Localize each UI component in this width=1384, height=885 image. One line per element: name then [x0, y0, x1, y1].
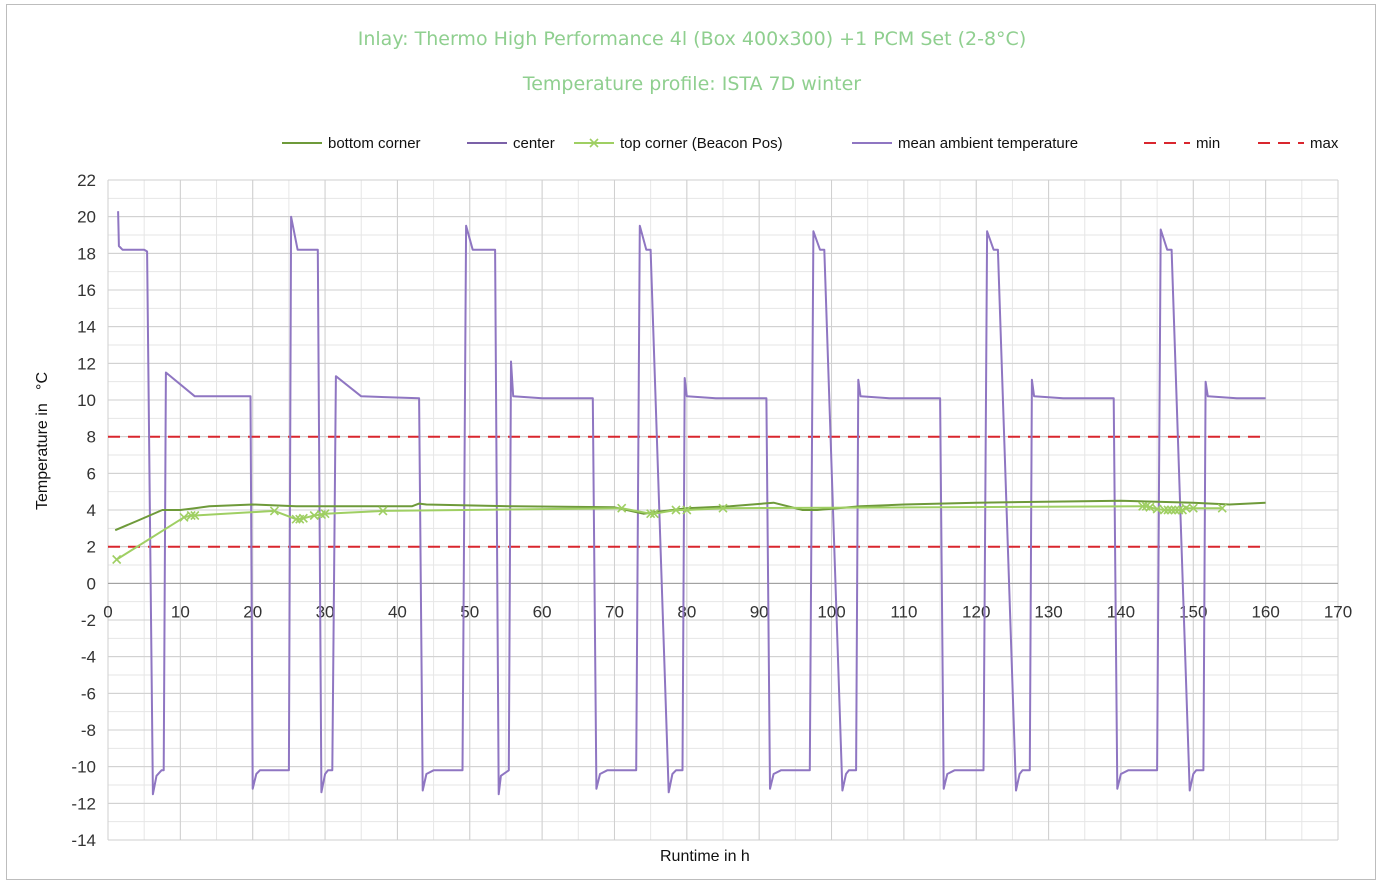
legend-label: top corner (Beacon Pos): [620, 134, 783, 152]
data-point-marker: [682, 505, 692, 515]
x-tick-label: 160: [1251, 602, 1279, 621]
x-tick-label: 80: [677, 602, 696, 621]
data-point-marker: [646, 509, 656, 519]
legend-label: bottom corner: [328, 134, 421, 152]
legend-item: top corner (Beacon Pos): [574, 132, 783, 154]
y-tick-label: 16: [77, 281, 96, 300]
y-tick-label: -2: [81, 611, 96, 630]
y-tick-label: 10: [77, 391, 96, 410]
legend-label: mean ambient temperature: [898, 134, 1079, 152]
legend-item: min: [1144, 132, 1220, 154]
legend-label: center: [513, 134, 555, 152]
x-axis-title: Runtime in h: [660, 848, 750, 865]
data-point-marker: [291, 514, 301, 524]
data-point-marker: [1217, 503, 1227, 513]
chart-subtitle: Temperature profile: ISTA 7D winter: [522, 73, 862, 95]
data-point-marker: [1138, 501, 1148, 511]
y-tick-label: 0: [87, 574, 96, 593]
legend-swatch: [1258, 142, 1304, 144]
y-tick-label: 6: [87, 464, 96, 483]
data-point-marker: [378, 506, 388, 516]
x-tick-label: 0: [103, 602, 112, 621]
y-tick-label: 2: [87, 538, 96, 557]
x-tick-label: 10: [171, 602, 190, 621]
series-line-mean-ambient-temperature: [117, 211, 1266, 796]
y-tick-label: -8: [81, 721, 96, 740]
data-point-marker: [1152, 504, 1162, 514]
y-tick-label: 14: [77, 318, 96, 337]
data-point-marker: [718, 503, 728, 513]
legend-item: mean ambient temperature: [852, 132, 1078, 154]
y-tick-label: -14: [71, 831, 96, 850]
x-tick-label: 50: [460, 602, 479, 621]
legend-swatch: [852, 142, 892, 144]
x-tick-label: 150: [1179, 602, 1207, 621]
y-tick-label: -12: [71, 794, 96, 813]
legend-label: max: [1310, 134, 1339, 152]
legend-swatch: [467, 142, 507, 144]
y-tick-label: 12: [77, 354, 96, 373]
chart-legend: bottom corner center top corner (Beacon Po…: [0, 132, 1384, 154]
legend-swatch: [1144, 142, 1190, 144]
legend-swatch: [574, 138, 614, 148]
x-tick-label: 40: [388, 602, 407, 621]
data-point-marker: [1163, 505, 1173, 515]
data-point-marker: [179, 512, 189, 522]
x-tick-label: 120: [962, 602, 990, 621]
data-point-marker: [190, 510, 200, 521]
data-point-marker: [1188, 503, 1198, 513]
legend-item: max: [1258, 132, 1338, 154]
data-point-marker: [1170, 505, 1180, 515]
y-tick-label: 18: [77, 244, 96, 263]
series-line-top-corner-beacon-pos-: [116, 505, 1223, 561]
chart-title: Inlay: Thermo High Performance 4l (Box 4…: [357, 28, 1027, 50]
data-point-marker: [671, 505, 681, 515]
y-tick-label: -6: [81, 684, 96, 703]
data-point-marker: [1145, 502, 1155, 512]
data-point-marker: [309, 510, 319, 521]
legend-item: center: [467, 132, 555, 154]
legend-swatch: [282, 142, 322, 144]
data-point-marker: [186, 510, 196, 521]
data-point-marker: [1159, 505, 1169, 515]
data-point-marker: [298, 513, 308, 523]
x-tick-label: 70: [605, 602, 624, 621]
y-tick-label: 22: [77, 171, 96, 190]
data-point-marker: [112, 554, 122, 565]
x-tick-label: 140: [1107, 602, 1135, 621]
data-point-marker: [617, 503, 627, 513]
data-point-marker: [1181, 503, 1191, 513]
data-point-marker: [649, 509, 659, 519]
data-point-marker: [1174, 505, 1184, 515]
x-tick-label: 110: [890, 602, 917, 621]
legend-item: bottom corner: [282, 132, 421, 154]
y-tick-label: 8: [87, 428, 96, 447]
y-tick-label: 4: [87, 501, 96, 520]
data-point-marker: [269, 506, 279, 516]
x-tick-label: 60: [533, 602, 552, 621]
data-point-marker: [320, 509, 330, 519]
chart-frame: [6, 4, 1376, 880]
x-tick-label: 170: [1324, 602, 1352, 621]
series-line-bottom-corner: [114, 499, 1266, 532]
x-tick-label: 130: [1034, 602, 1062, 621]
x-tick-label: 100: [817, 602, 845, 621]
legend-label: min: [1196, 134, 1221, 152]
x-tick-label: 90: [750, 602, 769, 621]
x-tick-label: 30: [316, 602, 335, 621]
y-tick-label: -10: [71, 758, 96, 777]
y-tick-label: 20: [77, 208, 96, 227]
data-point-marker: [1167, 505, 1177, 515]
y-tick-label: -4: [81, 648, 96, 667]
